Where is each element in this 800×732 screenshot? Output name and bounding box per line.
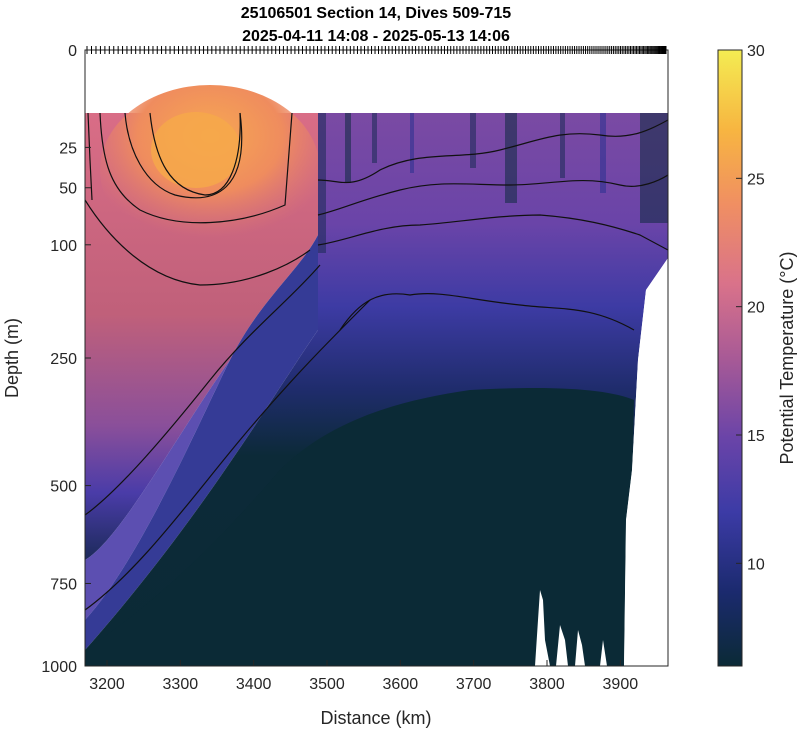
colorbar-label: Potential Temperature (°C) [777,252,797,465]
cool-front-band [85,235,318,650]
y-axis: 0 25 50 100 250 500 750 1000 [41,43,91,676]
x-tick-label: 3300 [163,676,199,693]
colorbar-tick-label: 30 [747,43,765,60]
data-gap-right [624,258,668,666]
y-tick-label: 50 [59,181,77,198]
colorbar-tick-label: 20 [747,300,765,317]
colorbar-tick-label: 10 [747,556,765,573]
x-tick-label: 3200 [89,676,125,693]
colorbar-tick-label: 25 [747,171,765,188]
y-tick-label: 0 [68,43,77,60]
y-tick-label: 750 [50,576,77,593]
x-axis-label: Distance (km) [320,708,431,728]
x-axis: 3200 3300 3400 3500 3600 3700 3800 3900 [89,660,638,693]
plot-area [85,50,668,666]
y-axis-label: Depth (m) [2,318,22,398]
colorbar [717,49,743,667]
x-tick-label: 3900 [603,676,639,693]
x-tick-label: 3500 [309,676,345,693]
y-tick-label: 25 [59,140,77,157]
chart-title-line-2: 2025-04-11 14:08 - 2025-05-13 14:06 [242,28,510,45]
data-gap-bottom [535,590,607,666]
x-tick-label: 3400 [236,676,272,693]
y-tick-label: 1000 [41,659,77,676]
colorbar-tick-label: 15 [747,428,765,445]
chart-title-line-1: 25106501 Section 14, Dives 509-715 [241,5,512,22]
x-tick-label: 3700 [456,676,492,693]
warm-deep-gradient [85,360,230,620]
contour-lines [85,112,668,611]
y-tick-label: 100 [50,238,77,255]
deep-cold-region [85,388,634,666]
dive-position-ticks [86,46,667,54]
x-tick-label: 3600 [383,676,419,693]
x-tick-label: 3800 [529,676,565,693]
y-tick-label: 500 [50,479,77,496]
colorbar-axis: 10 15 20 25 30 [736,43,765,573]
y-tick-label: 250 [50,351,77,368]
warm-core-peak [151,112,241,188]
